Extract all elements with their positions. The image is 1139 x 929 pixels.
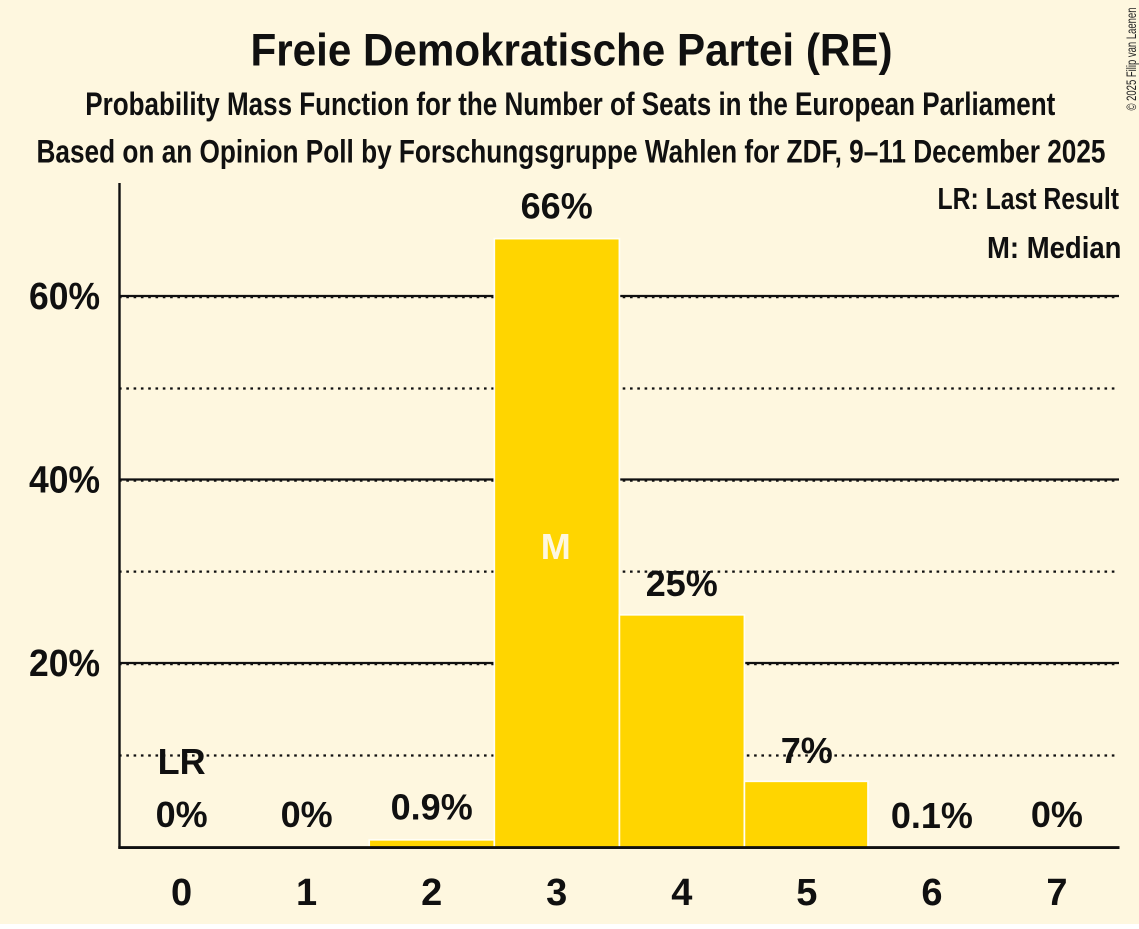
svg-text:0%: 0%	[156, 794, 208, 835]
svg-text:20%: 20%	[29, 643, 100, 685]
svg-text:5: 5	[796, 872, 817, 914]
svg-text:M: M	[541, 526, 571, 567]
svg-text:0%: 0%	[1031, 794, 1083, 835]
svg-text:Freie Demokratische Partei (RE: Freie Demokratische Partei (RE)	[251, 25, 893, 76]
svg-text:0.9%: 0.9%	[391, 787, 473, 828]
svg-text:Based on an Opinion Poll by Fo: Based on an Opinion Poll by Forschungsgr…	[37, 133, 1106, 169]
svg-text:2: 2	[421, 872, 442, 914]
svg-text:LR: Last Result: LR: Last Result	[938, 181, 1120, 216]
svg-text:3: 3	[546, 872, 567, 914]
svg-text:0: 0	[171, 872, 192, 914]
svg-text:Probability Mass Function for: Probability Mass Function for the Number…	[85, 86, 1055, 122]
svg-text:1: 1	[296, 872, 317, 914]
svg-text:© 2025 Filip van Laenen: © 2025 Filip van Laenen	[1124, 8, 1139, 111]
svg-text:7%: 7%	[781, 730, 833, 771]
svg-text:6: 6	[921, 872, 942, 914]
svg-text:4: 4	[671, 872, 692, 914]
svg-text:7: 7	[1046, 872, 1067, 914]
svg-text:0%: 0%	[281, 794, 333, 835]
svg-text:0.1%: 0.1%	[891, 795, 973, 836]
svg-text:25%: 25%	[646, 563, 718, 604]
svg-text:LR: LR	[158, 741, 206, 782]
svg-text:40%: 40%	[29, 460, 100, 502]
svg-text:M: Median: M: Median	[987, 230, 1122, 265]
svg-text:60%: 60%	[29, 276, 100, 318]
svg-text:66%: 66%	[521, 186, 593, 227]
